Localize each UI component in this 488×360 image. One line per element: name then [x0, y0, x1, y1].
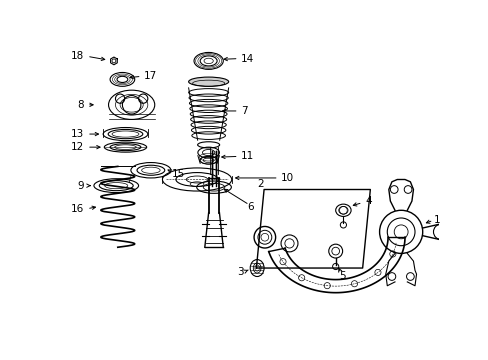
- Text: 3: 3: [236, 267, 243, 277]
- Ellipse shape: [188, 77, 228, 86]
- Text: 1: 1: [432, 215, 439, 225]
- Text: 14: 14: [241, 54, 254, 64]
- Text: 9: 9: [77, 181, 84, 191]
- Text: 12: 12: [70, 142, 84, 152]
- Text: 10: 10: [281, 173, 294, 183]
- Text: 7: 7: [241, 106, 247, 116]
- Text: 16: 16: [70, 204, 84, 214]
- Text: 5: 5: [339, 271, 346, 281]
- Text: 17: 17: [143, 71, 157, 81]
- Text: 2: 2: [257, 179, 263, 189]
- Text: 15: 15: [171, 169, 184, 179]
- Text: 4: 4: [364, 196, 371, 206]
- Text: 11: 11: [241, 152, 254, 161]
- Text: 18: 18: [70, 51, 84, 61]
- Text: 13: 13: [70, 129, 84, 139]
- Text: 6: 6: [246, 202, 253, 212]
- Text: 8: 8: [77, 100, 84, 110]
